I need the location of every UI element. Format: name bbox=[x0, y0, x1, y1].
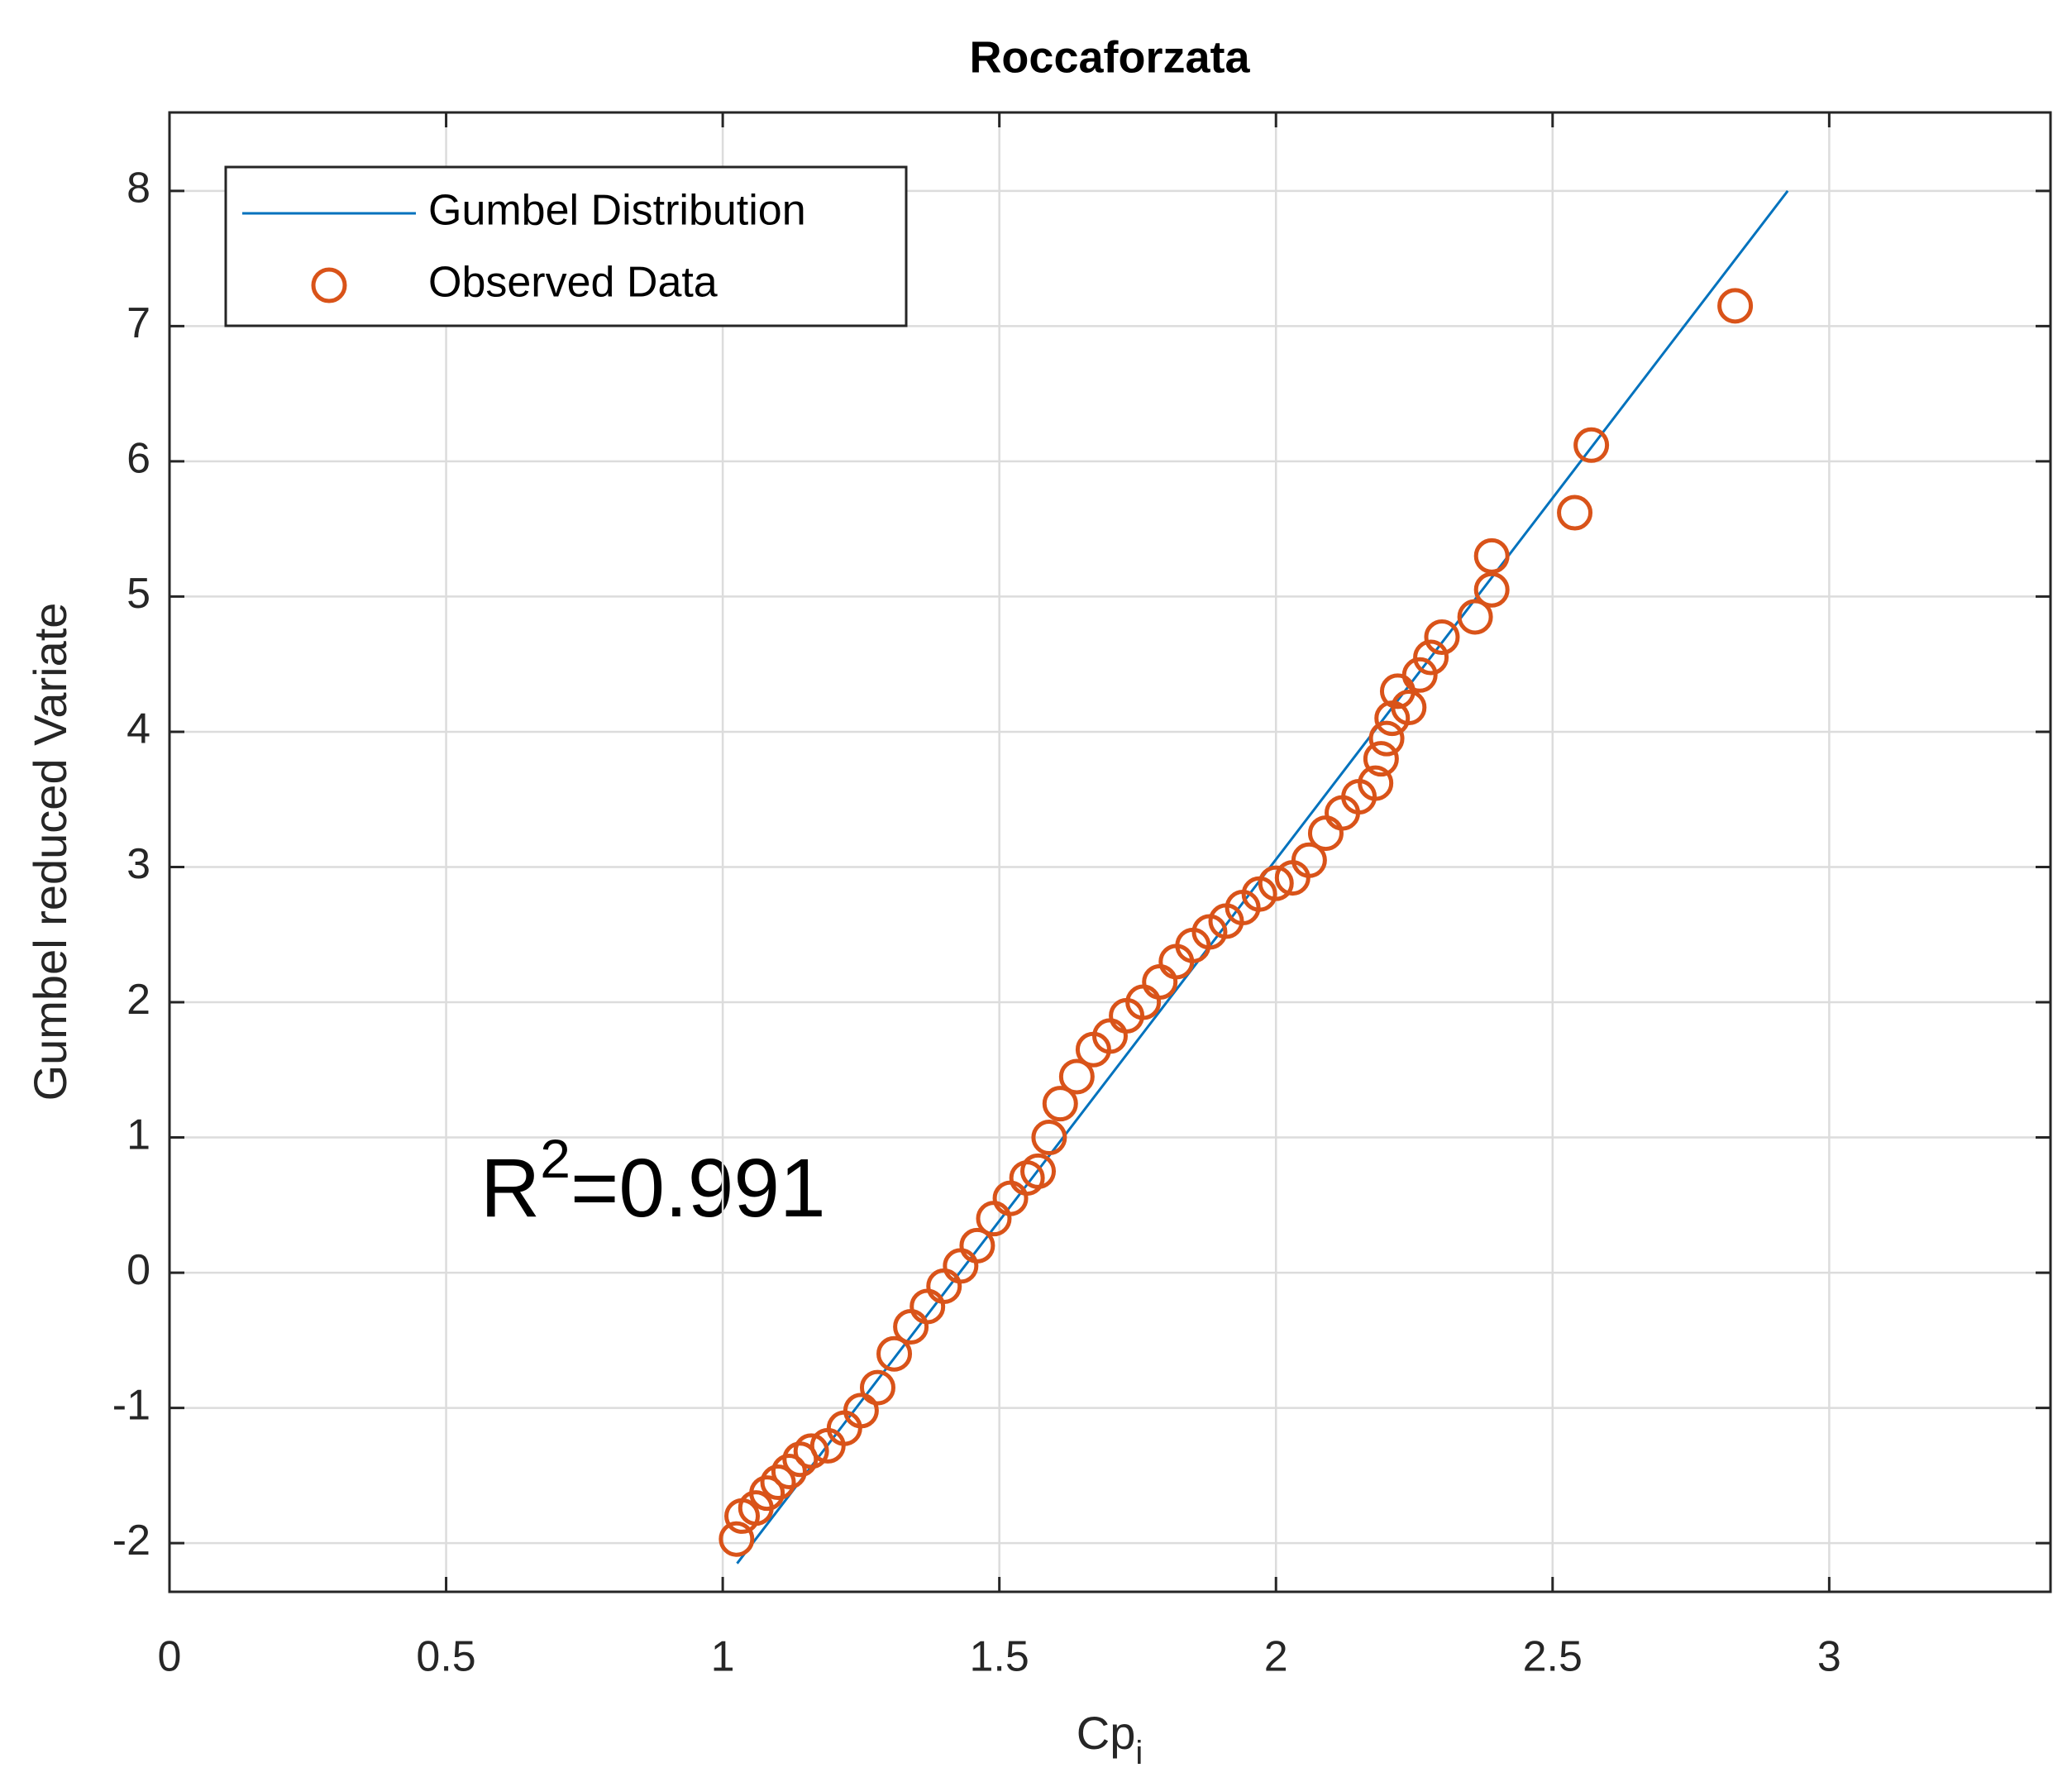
data-point bbox=[826, 1410, 862, 1446]
data-point bbox=[1291, 842, 1327, 878]
y-tick-label: 0 bbox=[127, 1246, 150, 1294]
data-point bbox=[1391, 690, 1427, 726]
x-tick-label: 0 bbox=[158, 1633, 182, 1681]
annotation-base: R bbox=[480, 1142, 540, 1235]
data-point bbox=[876, 1335, 913, 1372]
data-point bbox=[1473, 571, 1510, 608]
legend-swatch bbox=[311, 267, 347, 303]
y-tick-label: 7 bbox=[127, 299, 150, 347]
y-tick-label: 3 bbox=[127, 840, 150, 888]
y-tick-label: 8 bbox=[127, 165, 150, 213]
data-point bbox=[1473, 537, 1510, 574]
data-point bbox=[1020, 1153, 1057, 1189]
data-point bbox=[1401, 657, 1438, 693]
y-tick-label: -1 bbox=[112, 1381, 150, 1429]
data-point bbox=[1042, 1086, 1078, 1122]
legend-label: Gumbel Distribution bbox=[428, 187, 806, 235]
data-point bbox=[943, 1248, 979, 1284]
y-tick-label: -2 bbox=[112, 1517, 150, 1565]
data-point bbox=[1368, 720, 1405, 757]
data-point bbox=[859, 1369, 895, 1406]
data-point bbox=[1258, 865, 1294, 901]
x-tick-label: 0.5 bbox=[416, 1633, 475, 1681]
data-point bbox=[771, 1453, 807, 1489]
data-point bbox=[793, 1433, 829, 1469]
annotation-rest: =0.991 bbox=[571, 1142, 826, 1235]
data-point bbox=[1363, 741, 1399, 777]
x-label-base: Cp bbox=[1077, 1707, 1136, 1759]
x-label-sub: i bbox=[1135, 1735, 1143, 1771]
data-point bbox=[1358, 765, 1394, 801]
legend-label: Observed Data bbox=[428, 259, 718, 307]
data-point bbox=[1557, 494, 1593, 531]
y-tick-label: 5 bbox=[127, 570, 150, 618]
annotation: R2=0.991 bbox=[480, 1128, 826, 1235]
y-axis-label: Gumbel reduced Variate bbox=[24, 603, 76, 1101]
x-tick-label: 2.5 bbox=[1523, 1633, 1583, 1681]
y-tick-label: 2 bbox=[127, 976, 150, 1024]
data-point bbox=[1424, 619, 1460, 655]
data-point bbox=[1142, 963, 1178, 1000]
data-point bbox=[1307, 815, 1344, 852]
x-tick-label: 2 bbox=[1264, 1633, 1288, 1681]
x-tick-label: 3 bbox=[1817, 1633, 1841, 1681]
data-point bbox=[1717, 288, 1754, 324]
data-point bbox=[1573, 427, 1610, 463]
data-point bbox=[1031, 1120, 1067, 1156]
data-point bbox=[749, 1475, 785, 1512]
plot-frame bbox=[168, 111, 2052, 1593]
data-point bbox=[1058, 1058, 1095, 1095]
data-point bbox=[926, 1268, 962, 1304]
data-point bbox=[760, 1464, 796, 1501]
data-point bbox=[1457, 599, 1493, 635]
data-point bbox=[1413, 639, 1449, 676]
x-tick-label: 1 bbox=[711, 1633, 735, 1681]
data-point bbox=[959, 1227, 995, 1264]
data-point bbox=[843, 1393, 879, 1429]
y-tick-label: 1 bbox=[127, 1111, 150, 1159]
x-axis-label: Cpi bbox=[1077, 1707, 1143, 1771]
chart-title: Roccaforzata bbox=[969, 32, 1250, 82]
x-tick-label: 1.5 bbox=[970, 1633, 1029, 1681]
data-point bbox=[719, 1521, 755, 1557]
y-tick-label: 6 bbox=[127, 435, 150, 483]
y-tick-label: 4 bbox=[127, 705, 150, 753]
data-point bbox=[909, 1288, 946, 1325]
data-point bbox=[782, 1441, 819, 1478]
